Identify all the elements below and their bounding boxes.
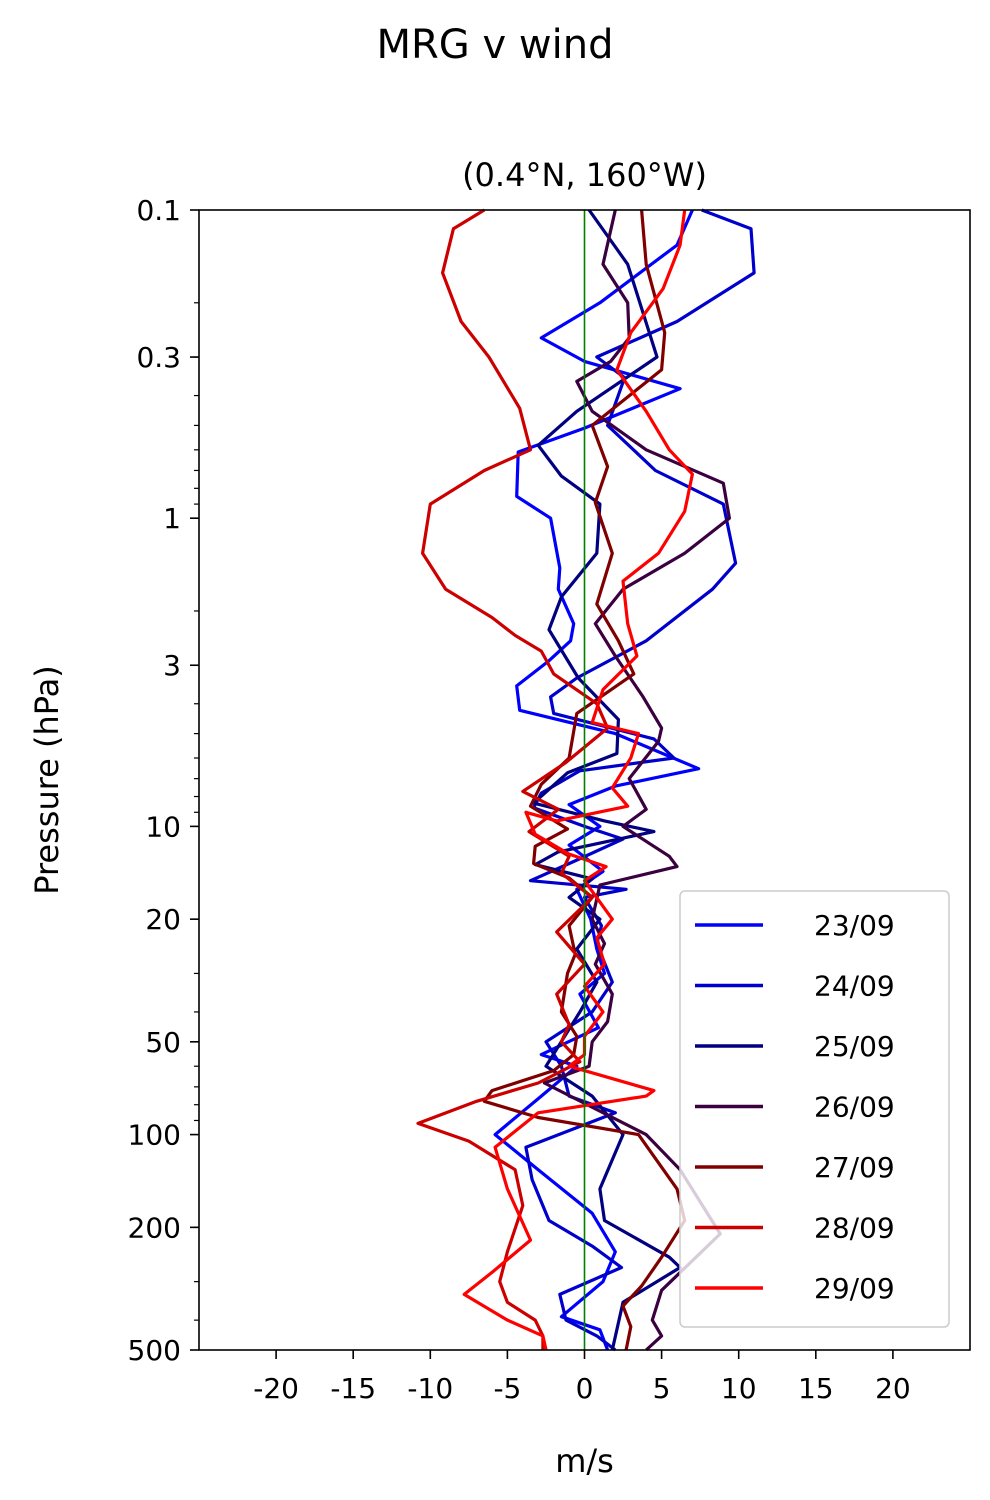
y-tick-label: 100: [128, 1119, 181, 1152]
y-tick-label: 3: [163, 649, 181, 682]
y-axis-label: Pressure (hPa): [28, 665, 66, 895]
y-tick-label: 0.1: [136, 194, 181, 227]
figure-title: MRG v wind: [376, 22, 614, 68]
x-tick-label: 15: [798, 1372, 834, 1405]
y-tick-label: 50: [145, 1026, 181, 1059]
x-tick-label: 0: [576, 1372, 594, 1405]
x-tick-label: -10: [407, 1372, 453, 1405]
legend-label: 27/09: [814, 1151, 895, 1184]
legend-box: [679, 890, 950, 1328]
x-tick-label: -5: [493, 1372, 521, 1405]
x-tick-label: -20: [253, 1372, 299, 1405]
tick-layer: -20 -15 -10 -5 0 5 10 15 20 0.1 0.3 1 3 10 20 50 100 200 5…: [128, 194, 911, 1405]
series-line-29-09: [462, 209, 694, 1351]
x-tick-label: 10: [721, 1372, 757, 1405]
series-layer: [416, 208, 756, 1352]
y-tick-label: 0.3: [136, 341, 181, 374]
y-tick-label: 10: [145, 810, 181, 843]
x-tick-label: -15: [330, 1372, 376, 1405]
y-tick-label: 200: [128, 1211, 181, 1244]
legend-label: 28/09: [814, 1212, 895, 1245]
legend-label: 24/09: [814, 970, 895, 1003]
legend-label: 29/09: [814, 1272, 895, 1305]
legend-label: 25/09: [814, 1030, 895, 1063]
legend-label: 26/09: [814, 1091, 895, 1124]
x-axis-label: m/s: [555, 1442, 614, 1480]
x-tick-label: 20: [875, 1372, 911, 1405]
legend-label: 23/09: [814, 909, 895, 942]
y-tick-label: 500: [128, 1334, 181, 1367]
chart-title: (0.4°N, 160°W): [462, 156, 707, 194]
legend: 23/09 24/09 25/09 26/09 27/09 28/09 29/09: [679, 890, 950, 1328]
x-tick-label: 5: [653, 1372, 671, 1405]
y-tick-label: 1: [163, 502, 181, 535]
y-tick-label: 20: [145, 903, 181, 936]
series-line-25-09: [532, 209, 682, 1351]
